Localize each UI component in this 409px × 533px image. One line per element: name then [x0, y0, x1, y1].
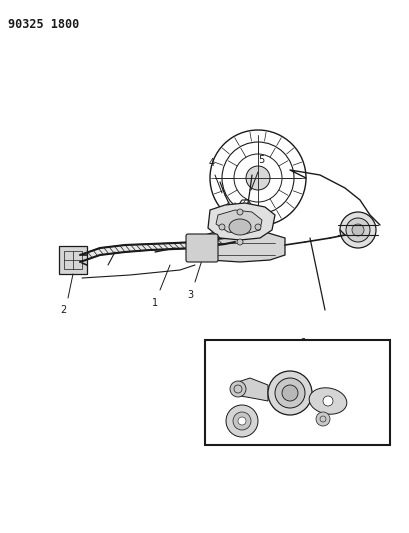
Circle shape: [237, 209, 243, 215]
Text: 3: 3: [187, 290, 193, 300]
Polygon shape: [208, 203, 275, 240]
Text: 90325 1800: 90325 1800: [8, 18, 79, 31]
Text: 9: 9: [360, 419, 366, 429]
Circle shape: [230, 381, 246, 397]
Circle shape: [268, 371, 312, 415]
Text: 5: 5: [258, 155, 264, 165]
Text: 8: 8: [203, 431, 209, 441]
Text: 4: 4: [209, 158, 215, 168]
Circle shape: [237, 239, 243, 245]
Circle shape: [275, 378, 305, 408]
Ellipse shape: [309, 388, 347, 414]
Text: 6: 6: [299, 338, 305, 348]
Circle shape: [316, 412, 330, 426]
Text: 1: 1: [152, 298, 158, 308]
Bar: [205, 340, 390, 445]
Text: 2: 2: [60, 305, 66, 315]
Bar: [59, 246, 87, 274]
Circle shape: [219, 224, 225, 230]
Text: 7: 7: [252, 343, 258, 353]
Circle shape: [346, 218, 370, 242]
Bar: [64, 251, 82, 269]
Circle shape: [340, 212, 376, 248]
Circle shape: [323, 396, 333, 406]
Circle shape: [246, 166, 270, 190]
Circle shape: [352, 224, 364, 236]
Polygon shape: [216, 210, 262, 234]
Circle shape: [238, 417, 246, 425]
FancyBboxPatch shape: [186, 234, 218, 262]
Circle shape: [233, 412, 251, 430]
Polygon shape: [80, 236, 235, 262]
Polygon shape: [195, 230, 285, 262]
Circle shape: [226, 405, 258, 437]
Circle shape: [282, 385, 298, 401]
Polygon shape: [235, 378, 268, 401]
Ellipse shape: [229, 219, 251, 235]
Circle shape: [255, 224, 261, 230]
